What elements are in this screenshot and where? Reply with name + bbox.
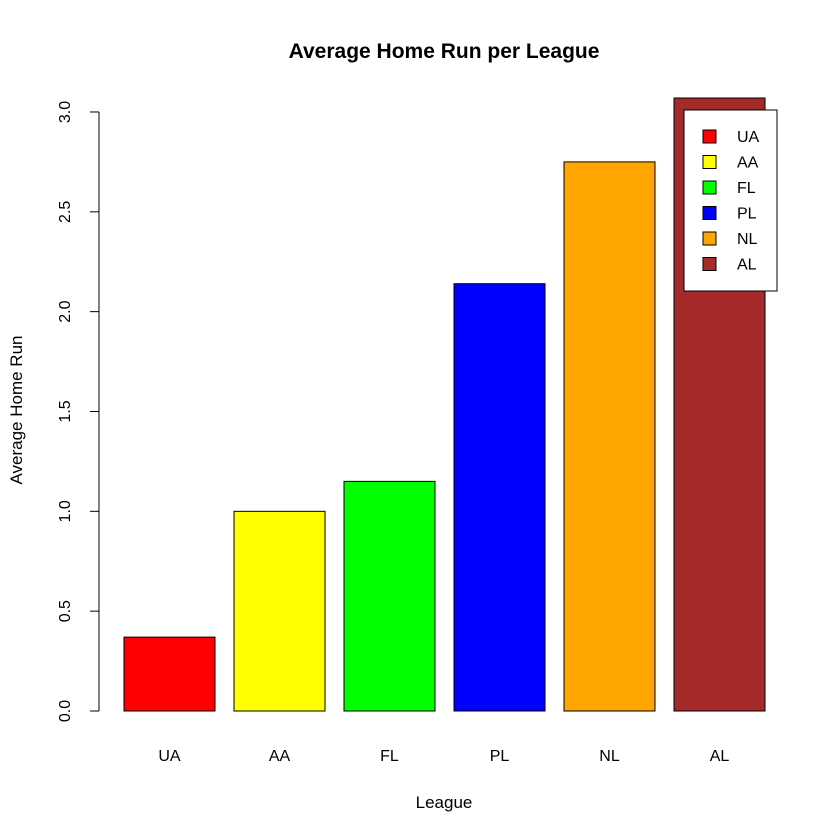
legend-swatch-pl <box>702 206 717 220</box>
legend-label-pl: PL <box>737 206 757 223</box>
x-tick-label-pl: PL <box>490 748 510 765</box>
legend-swatch-ua <box>702 129 717 144</box>
legend-swatch-al <box>702 257 717 271</box>
bars-group <box>123 97 766 712</box>
x-tick-label-aa: AA <box>269 748 291 765</box>
y-tick-label: 0.0 <box>57 700 74 722</box>
bar-ua <box>123 636 216 712</box>
y-axis: 0.0 0.5 1.0 1.5 2.0 2.5 3.0 <box>57 101 100 722</box>
x-tick-label-al: AL <box>710 748 730 765</box>
legend-box <box>683 109 778 292</box>
bar-nl <box>563 161 656 712</box>
y-tick-label: 3.0 <box>57 101 74 123</box>
legend-label-ua: UA <box>737 129 760 146</box>
legend-label-nl: NL <box>737 231 758 248</box>
x-axis-label: League <box>416 793 473 812</box>
legend-swatch-nl <box>702 231 717 246</box>
chart-title: Average Home Run per League <box>289 40 600 63</box>
y-tick-label: 1.0 <box>57 500 74 522</box>
x-tick-label-nl: NL <box>599 748 620 765</box>
y-tick-label: 2.0 <box>57 300 74 322</box>
x-tick-labels: UA AA FL PL NL AL <box>158 748 729 765</box>
legend-swatch-fl <box>702 180 717 195</box>
legend-label-fl: FL <box>737 180 756 197</box>
bar-fl <box>343 480 436 712</box>
y-tick-label: 0.5 <box>57 600 74 622</box>
legend-label-aa: AA <box>737 155 759 172</box>
y-tick-label: 1.5 <box>57 400 74 422</box>
legend: UA AA FL PL NL AL <box>683 109 778 292</box>
x-tick-label-fl: FL <box>380 748 399 765</box>
y-axis-label: Average Home Run <box>7 336 26 485</box>
bar-pl <box>453 283 546 712</box>
legend-label-al: AL <box>737 257 757 274</box>
legend-swatch-aa <box>702 155 717 169</box>
y-tick-label: 2.5 <box>57 201 74 223</box>
x-tick-label-ua: UA <box>158 748 181 765</box>
bar-aa <box>233 510 326 712</box>
